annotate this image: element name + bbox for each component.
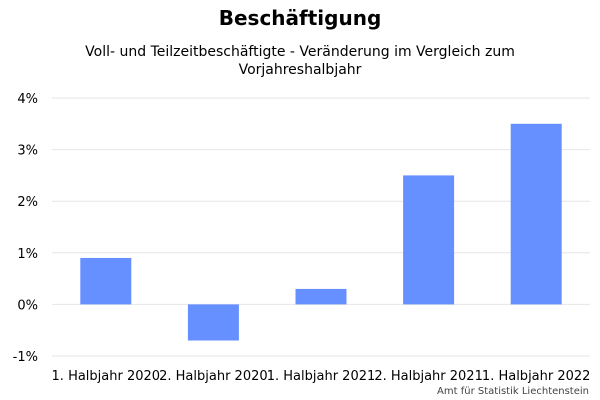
y-tick-label: 3% xyxy=(17,144,38,159)
bar xyxy=(403,175,455,305)
source-note: Amt für Statistik Liechtenstein xyxy=(437,386,589,397)
bar xyxy=(295,288,347,305)
x-tick-label: 1. Halbjahr 2020 xyxy=(52,369,161,384)
grid-lines xyxy=(52,97,590,357)
x-tick-label: 1. Halbjahr 2021 xyxy=(267,369,376,384)
bars xyxy=(80,123,562,341)
chart-title: Beschäftigung xyxy=(218,6,382,30)
y-axis-ticks: -1% 0% 1% 2% 3% 4% xyxy=(13,92,38,365)
y-tick-label: 4% xyxy=(17,92,38,107)
chart-subtitle: Voll- und Teilzeitbeschäftigte - Verände… xyxy=(85,44,515,78)
y-tick-label: 2% xyxy=(17,195,38,210)
y-tick-label: -1% xyxy=(13,350,38,365)
y-tick-label: 0% xyxy=(17,298,38,313)
x-axis-ticks: 1. Halbjahr 2020 2. Halbjahr 2020 1. Halbj… xyxy=(52,369,591,384)
y-tick-label: 1% xyxy=(17,247,38,262)
x-tick-label: 2. Halbjahr 2020 xyxy=(159,369,268,384)
x-tick-label: 2. Halbjahr 2021 xyxy=(374,369,483,384)
bar xyxy=(187,304,239,341)
bar xyxy=(80,257,132,305)
x-tick-label: 1. Halbjahr 2022 xyxy=(482,369,591,384)
bar xyxy=(510,123,562,305)
